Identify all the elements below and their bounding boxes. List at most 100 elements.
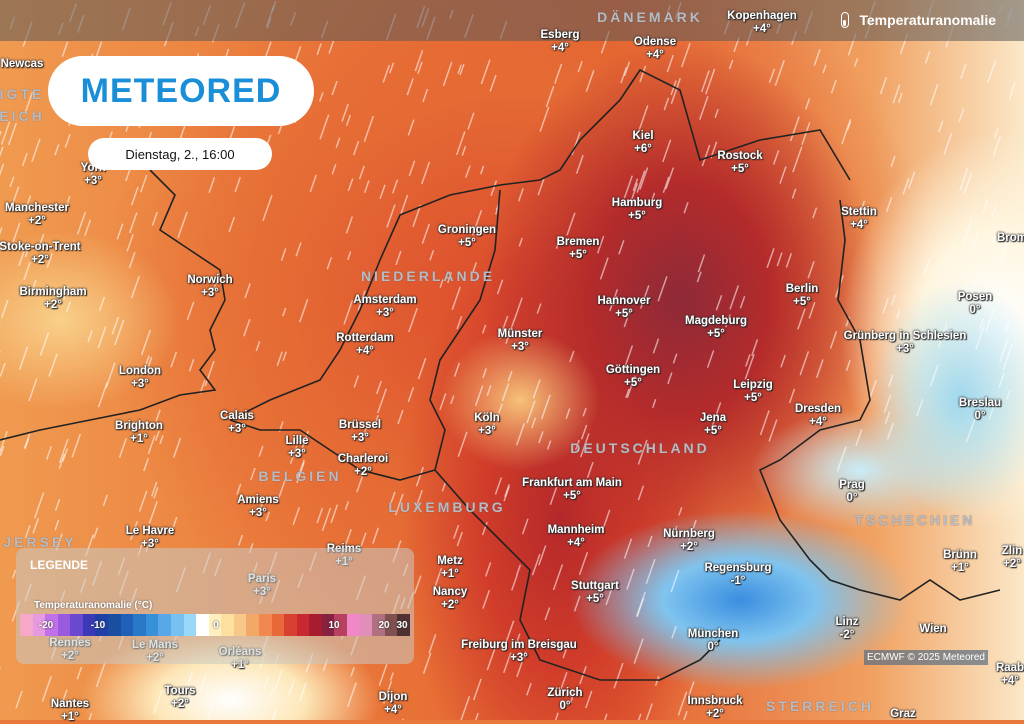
city-anomaly-value: +3°	[474, 425, 500, 438]
city-name: Rostock	[717, 150, 762, 163]
city-label[interactable]: Tours+2°	[164, 685, 195, 711]
city-label[interactable]: Stoke-on-Trent+2°	[0, 241, 81, 267]
city-label[interactable]: Regensburg-1°	[704, 562, 771, 588]
city-label[interactable]: Wien	[919, 623, 946, 636]
scale-swatch	[246, 614, 259, 636]
city-label[interactable]: Birmingham+2°	[19, 286, 86, 312]
city-label[interactable]: Amsterdam+3°	[353, 294, 416, 320]
city-name: Zlin	[1002, 545, 1022, 558]
city-name: Raab	[996, 662, 1024, 675]
city-label[interactable]: Newcas	[1, 58, 44, 71]
city-anomaly-value: +1°	[51, 711, 89, 724]
city-name: Norwich	[187, 274, 232, 287]
city-name: Wien	[919, 623, 946, 636]
city-anomaly-value: +5°	[571, 593, 619, 606]
city-label[interactable]: Bremen+5°	[557, 236, 600, 262]
city-label[interactable]: Stettin+4°	[841, 206, 877, 232]
city-name: Odense	[634, 36, 676, 49]
city-label[interactable]: Nürnberg+2°	[663, 528, 715, 554]
city-label[interactable]: Norwich+3°	[187, 274, 232, 300]
city-name: Lille	[285, 435, 308, 448]
city-label[interactable]: Jena+5°	[700, 412, 726, 438]
city-label[interactable]: Freiburg im Breisgau+3°	[461, 639, 577, 665]
scale-swatch	[108, 614, 121, 636]
city-label[interactable]: Nancy+2°	[433, 586, 468, 612]
scale-swatch	[158, 614, 171, 636]
city-label[interactable]: Leipzig+5°	[733, 379, 773, 405]
timestamp-pill[interactable]: Dienstag, 2., 16:00	[88, 138, 272, 170]
city-anomaly-value: +5°	[557, 249, 600, 262]
meteored-logo[interactable]: METEORED	[48, 56, 314, 126]
city-label[interactable]: Graz	[890, 708, 916, 721]
city-label[interactable]: Rotterdam+4°	[336, 332, 394, 358]
scale-swatch	[58, 614, 71, 636]
city-name: Regensburg	[704, 562, 771, 575]
city-label[interactable]: Groningen+5°	[438, 224, 496, 250]
city-label[interactable]: Brom	[997, 232, 1024, 245]
city-label[interactable]: Stuttgart+5°	[571, 580, 619, 606]
city-name: Tours	[164, 685, 195, 698]
city-name: Rotterdam	[336, 332, 394, 345]
city-label[interactable]: Mannheim+4°	[548, 524, 605, 550]
city-label[interactable]: Metz+1°	[437, 555, 463, 581]
city-name: Stoke-on-Trent	[0, 241, 81, 254]
city-label[interactable]: Zlin+2°	[1002, 545, 1022, 571]
city-anomaly-value: +2°	[433, 599, 468, 612]
city-label[interactable]: Frankfurt am Main+5°	[522, 477, 622, 503]
city-label[interactable]: Brighton+1°	[115, 420, 163, 446]
city-name: Hamburg	[612, 197, 662, 210]
city-name: Frankfurt am Main	[522, 477, 622, 490]
legend-subtitle: Temperaturanomalie (°C)	[34, 600, 152, 611]
city-anomaly-value: +5°	[606, 377, 660, 390]
city-label[interactable]: Innsbruck+2°	[688, 695, 743, 721]
city-label[interactable]: Odense+4°	[634, 36, 676, 62]
city-label[interactable]: Magdeburg+5°	[685, 315, 747, 341]
city-anomaly-value: +3°	[285, 448, 308, 461]
city-label[interactable]: Münster+3°	[498, 328, 543, 354]
city-name: Birmingham	[19, 286, 86, 299]
country-label: TSCHECHIEN	[854, 512, 975, 528]
scale-swatch	[146, 614, 159, 636]
scale-swatch	[196, 614, 209, 636]
city-label[interactable]: Berlin+5°	[786, 283, 819, 309]
city-anomaly-value: +2°	[5, 215, 69, 228]
city-label[interactable]: Charleroi+2°	[338, 453, 389, 479]
city-label[interactable]: Amiens+3°	[237, 494, 279, 520]
city-label[interactable]: Manchester+2°	[5, 202, 69, 228]
city-anomaly-value: +3°	[353, 307, 416, 320]
city-label[interactable]: Raab+4°	[996, 662, 1024, 688]
city-anomaly-value: -1°	[704, 575, 771, 588]
city-label[interactable]: Göttingen+5°	[606, 364, 660, 390]
city-label[interactable]: Rostock+5°	[717, 150, 762, 176]
scale-swatch	[133, 614, 146, 636]
city-anomaly-value: +2°	[19, 299, 86, 312]
city-label[interactable]: Hannover+5°	[597, 295, 650, 321]
city-label[interactable]: Kiel+6°	[632, 130, 653, 156]
city-label[interactable]: Köln+3°	[474, 412, 500, 438]
city-label[interactable]: Brünn+1°	[943, 549, 977, 575]
city-anomaly-value: +3°	[187, 287, 232, 300]
city-label[interactable]: Hamburg+5°	[612, 197, 662, 223]
city-anomaly-value: 0°	[688, 641, 738, 654]
city-label[interactable]: Linz-2°	[836, 616, 859, 642]
city-anomaly-value: +2°	[164, 698, 195, 711]
city-name: Graz	[890, 708, 916, 721]
city-label[interactable]: Kopenhagen+4°	[727, 10, 797, 36]
city-label[interactable]: Grünberg in Schlesien+3°	[844, 330, 967, 356]
city-label[interactable]: Brüssel+3°	[339, 419, 381, 445]
city-name: Groningen	[438, 224, 496, 237]
city-label[interactable]: Dijon+4°	[379, 691, 408, 717]
city-label[interactable]: Esberg+4°	[541, 29, 580, 55]
city-anomaly-value: +2°	[688, 708, 743, 721]
city-label[interactable]: Nantes+1°	[51, 698, 89, 724]
city-label[interactable]: Lille+3°	[285, 435, 308, 461]
city-label[interactable]: Dresden+4°	[795, 403, 841, 429]
city-label[interactable]: Calais+3°	[220, 410, 254, 436]
city-label[interactable]: London+3°	[119, 365, 161, 391]
